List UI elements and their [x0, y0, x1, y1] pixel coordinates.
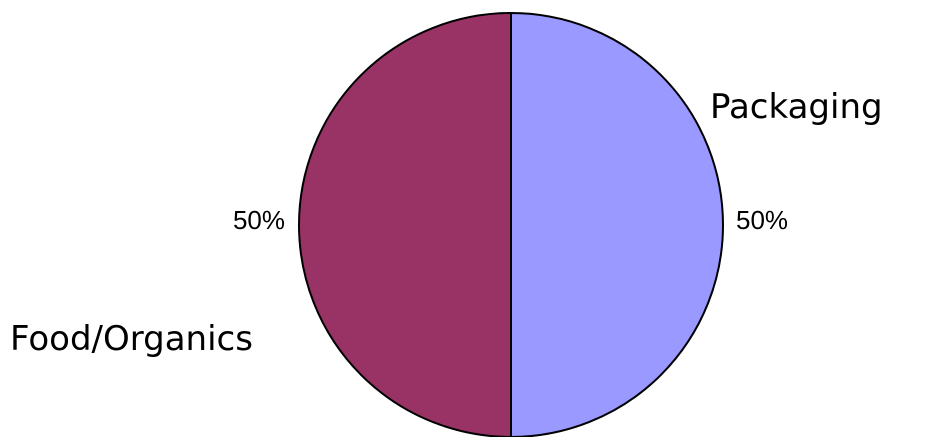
- slice-percent-label: 50%: [233, 205, 285, 235]
- slice-percent-label: 50%: [736, 205, 788, 235]
- slice-name-label: Food/Organics: [10, 319, 253, 359]
- pie-slices: [298, 11, 724, 437]
- pie-slice-packaging: [510, 11, 724, 437]
- slice-name-label: Packaging: [710, 87, 883, 127]
- pie-slice-food-organics: [298, 11, 512, 437]
- pie-labels: Packaging 50% Food/Organics 50%: [10, 87, 883, 359]
